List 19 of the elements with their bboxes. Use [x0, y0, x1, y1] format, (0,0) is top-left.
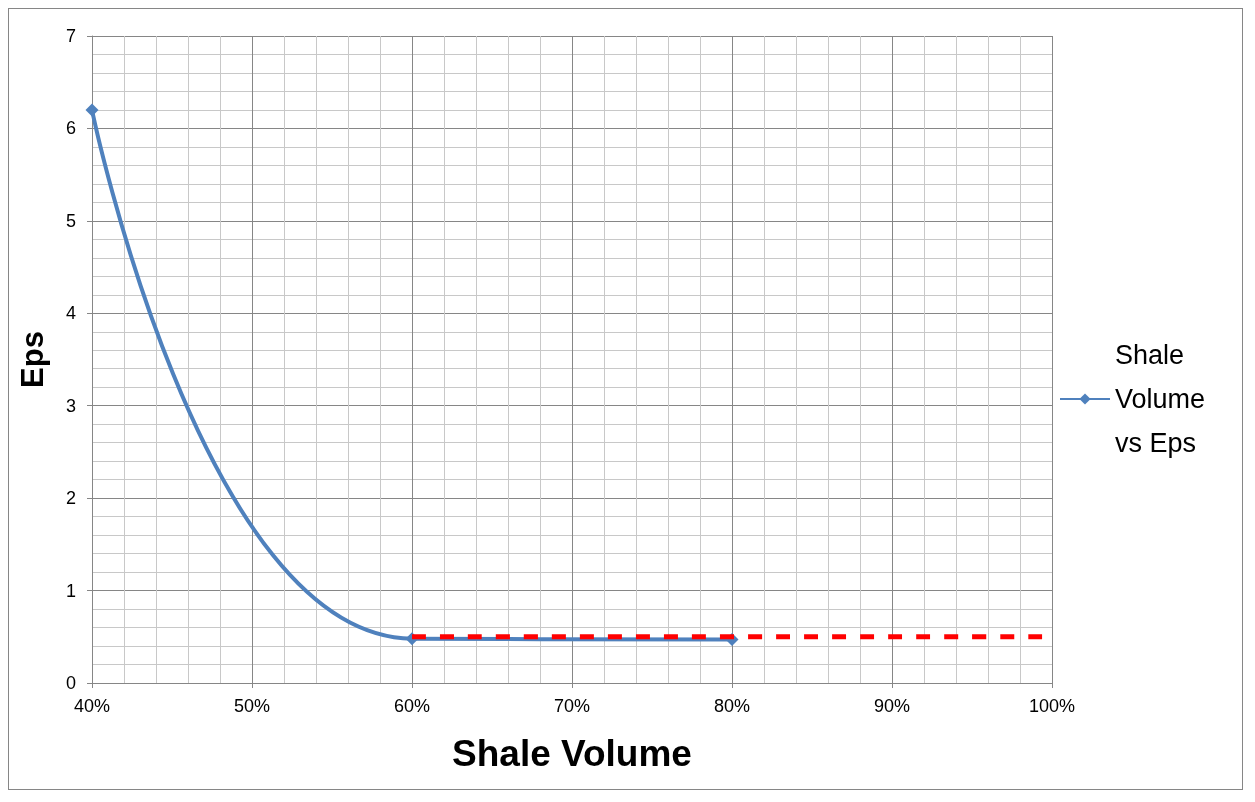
y-tick-label: 4: [65, 303, 76, 324]
x-tick-label: 40%: [73, 696, 111, 716]
y-axis-title: Eps: [15, 331, 50, 388]
y-tick-label: 5: [65, 210, 76, 231]
x-tick-label: 90%: [873, 696, 911, 716]
y-tick-label: 1: [65, 580, 76, 601]
legend-label: Shale Volume vs Eps: [1115, 340, 1213, 458]
y-tick-label: 6: [65, 118, 76, 139]
x-tick-label: 60%: [393, 696, 431, 716]
x-tick-label: 80%: [713, 696, 751, 716]
x-tick-label: 100%: [1028, 696, 1076, 716]
y-tick-label: 0: [65, 673, 76, 693]
x-tick-label: 50%: [233, 696, 271, 716]
x-axis-title: Shale Volume: [452, 733, 692, 774]
y-tick-label: 3: [65, 395, 76, 416]
y-tick-label: 7: [65, 26, 76, 46]
point: [85, 103, 99, 117]
x-tick-label: 70%: [553, 696, 591, 716]
y-tick-label: 2: [65, 488, 76, 509]
